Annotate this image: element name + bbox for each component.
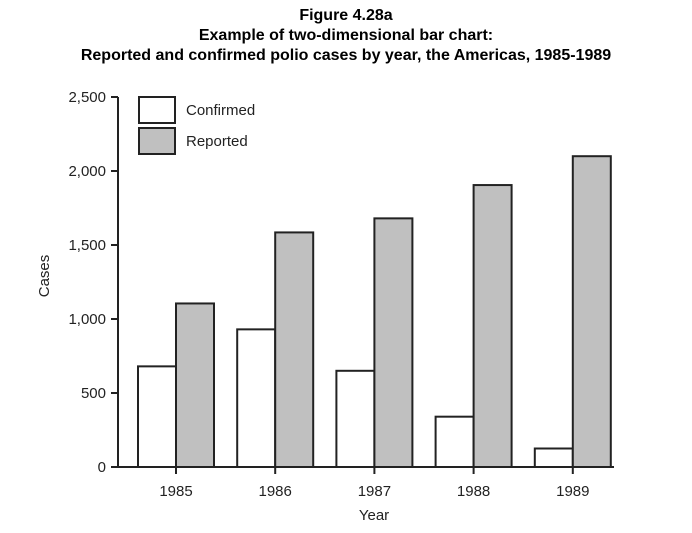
chart-title: Example of two-dimensional bar chart: — [198, 27, 494, 44]
y-tick-label: 2,500 — [68, 89, 106, 106]
bar-reported-1987 — [373, 217, 414, 468]
legend-swatch-reported — [138, 127, 176, 155]
y-tick-label: 1,500 — [68, 237, 106, 254]
y-axis-label: Cases — [36, 255, 53, 298]
bar-reported-1989 — [571, 155, 612, 468]
bar-confirmed-1987 — [335, 369, 376, 468]
bar-confirmed-1989 — [533, 447, 574, 468]
legend-label-confirmed: Confirmed — [186, 102, 255, 119]
y-axis-ticks: 0 500 1,000 1,500 2,000 2,500 — [68, 89, 118, 476]
y-tick-label: 1,000 — [68, 311, 106, 328]
bar-reported-1988 — [472, 184, 513, 468]
y-tick-label: 2,000 — [68, 163, 106, 180]
y-tick-label: 0 — [98, 459, 106, 476]
bar-confirmed-1988 — [434, 415, 475, 468]
legend-swatch-confirmed — [138, 96, 176, 124]
x-tick-label: 1989 — [556, 483, 589, 500]
bar-confirmed-1985 — [137, 365, 177, 468]
x-axis-label: Year — [359, 507, 389, 524]
x-tick-label: 1985 — [159, 483, 192, 500]
legend: Confirmed Reported — [138, 96, 255, 155]
x-tick-label: 1986 — [259, 483, 292, 500]
chart-titles: Figure 4.28a Example of two-dimensional … — [0, 6, 692, 66]
figure-label: Figure 4.28a — [299, 7, 393, 24]
bars — [137, 155, 612, 468]
x-tick-label: 1988 — [457, 483, 490, 500]
bar-reported-1985 — [175, 302, 215, 468]
chart-subtitle: Reported and confirmed polio cases by ye… — [80, 47, 612, 64]
legend-label-reported: Reported — [186, 133, 248, 150]
x-tick-label: 1987 — [358, 483, 391, 500]
x-axis-ticks: 1985 1986 1987 1988 1989 — [159, 467, 589, 500]
y-tick-label: 500 — [81, 385, 106, 402]
bar-confirmed-1986 — [236, 328, 277, 468]
bar-reported-1986 — [274, 231, 315, 468]
